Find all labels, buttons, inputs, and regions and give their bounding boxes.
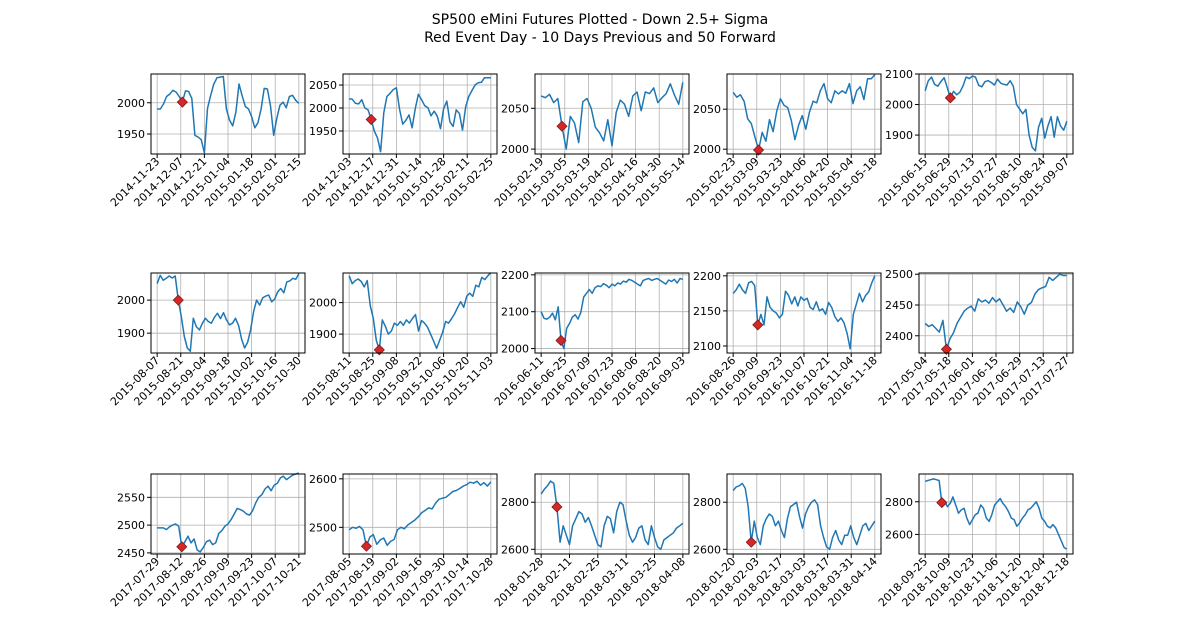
y-tick-label: 2200	[501, 269, 529, 282]
y-tick-label: 2800	[501, 496, 529, 509]
event-marker	[365, 113, 377, 126]
y-tick-label: 2100	[501, 306, 529, 319]
y-tick-label: 1950	[117, 128, 145, 141]
axes-frame	[918, 272, 1074, 354]
event-marker	[176, 96, 188, 108]
axes-frame	[342, 272, 498, 354]
y-tick-label: 2500	[117, 519, 145, 532]
y-tick-label: 2050	[501, 102, 529, 115]
y-tick-label: 2000	[309, 102, 337, 115]
y-tick-label: 2000	[117, 97, 145, 110]
axes-frame	[726, 473, 882, 555]
y-tick-label: 2000	[885, 99, 913, 112]
event-marker	[745, 536, 757, 548]
event-marker	[172, 294, 184, 306]
subplot-2015-06-29: 1900200021002015-06-152015-06-292015-07-…	[876, 68, 1074, 209]
event-marker	[360, 540, 373, 552]
axes-frame	[150, 272, 306, 354]
y-tick-label: 1950	[309, 125, 337, 138]
subplot-2015-03-06: 200020502015-02-232015-03-092015-03-2320…	[684, 73, 882, 209]
event-marker	[556, 120, 568, 132]
price-line	[348, 272, 492, 351]
y-tick-label: 1900	[885, 129, 913, 142]
price-line	[732, 74, 876, 151]
y-tick-label: 2100	[885, 68, 913, 81]
axes-frame	[918, 473, 1074, 555]
subplots-grid: 195020002014-11-232014-12-072014-12-2120…	[108, 68, 1074, 609]
subplot-2014-12-16: 195020002014-11-232014-12-072014-12-2120…	[108, 73, 306, 209]
event-marker	[753, 144, 765, 156]
y-tick-label: 2450	[885, 299, 913, 312]
y-tick-label: 2600	[693, 543, 721, 556]
event-marker	[752, 319, 764, 331]
axes-frame	[150, 473, 306, 555]
event-marker	[936, 497, 948, 509]
price-line	[540, 82, 684, 150]
subplot-2016-09-09: 2100215022002016-08-262016-09-092016-09-…	[684, 270, 882, 408]
y-tick-label: 2050	[309, 79, 337, 92]
y-tick-label: 2400	[885, 330, 913, 343]
event-marker	[176, 541, 188, 553]
y-tick-label: 2600	[885, 528, 913, 541]
price-line	[348, 480, 492, 547]
subplot-2018-02-05: 260028002018-01-202018-02-032018-02-1720…	[684, 473, 882, 609]
y-tick-label: 2000	[309, 297, 337, 310]
price-line	[349, 76, 491, 153]
axes-frame	[534, 73, 690, 155]
y-tick-label: 2000	[117, 294, 145, 307]
y-tick-label: 2200	[693, 270, 721, 283]
event-marker	[940, 343, 952, 355]
price-line	[732, 482, 876, 551]
axes-frame	[342, 73, 498, 155]
y-tick-label: 2500	[309, 521, 337, 534]
subplot-2015-08-21: 190020002015-08-072015-08-212015-09-0420…	[108, 272, 306, 408]
event-marker	[944, 92, 956, 104]
subplot-2018-10-10: 260028002018-09-252018-10-092018-10-2320…	[876, 473, 1074, 609]
axes-frame	[918, 73, 1074, 155]
subplot-2015-08-24: 190020002015-08-112015-08-252015-09-0820…	[300, 272, 498, 408]
subplot-2016-06-24: 2000210022002016-06-112016-06-252016-07-…	[492, 269, 690, 408]
figure-title-line2: Red Event Day - 10 Days Previous and 50 …	[424, 30, 776, 46]
y-tick-label: 1900	[117, 327, 145, 340]
event-marker	[551, 501, 563, 513]
subplot-2017-08-10: 250026002017-08-052017-08-192017-09-0220…	[300, 473, 498, 609]
price-line	[732, 275, 876, 350]
y-tick-label: 2800	[693, 496, 721, 509]
price-line	[157, 472, 300, 553]
y-tick-label: 2000	[501, 343, 529, 356]
subplot-2018-02-02: 260028002018-01-282018-02-112018-02-2520…	[492, 473, 690, 609]
axes-frame	[726, 73, 882, 155]
y-tick-label: 1900	[309, 328, 337, 341]
y-tick-label: 2000	[693, 143, 721, 156]
subplot-2014-12-12: 1950200020502014-12-032014-12-172014-12-…	[300, 73, 498, 209]
y-tick-label: 2600	[501, 543, 529, 556]
price-line	[924, 478, 1068, 550]
y-tick-label: 2450	[117, 547, 145, 560]
y-tick-label: 2800	[885, 496, 913, 509]
y-tick-label: 2000	[501, 143, 529, 156]
axes-frame	[342, 473, 498, 555]
axes-frame	[150, 73, 306, 155]
y-tick-label: 2550	[117, 491, 145, 504]
axes-frame	[726, 272, 882, 354]
y-tick-label: 2600	[309, 473, 337, 486]
y-tick-label: 2500	[885, 268, 913, 281]
event-marker	[555, 334, 567, 347]
y-tick-label: 2150	[693, 305, 721, 318]
price-line	[924, 273, 1067, 351]
figure-title-line1: SP500 eMini Futures Plotted - Down 2.5+ …	[432, 12, 768, 28]
price-line	[156, 273, 300, 353]
subplot-2017-08-10: 2450250025502017-07-292017-08-122017-08-…	[108, 472, 306, 609]
y-tick-label: 2050	[693, 103, 721, 116]
price-line	[924, 75, 1068, 152]
subplot-2017-05-17: 2400245025002017-05-042017-05-182017-06-…	[876, 268, 1074, 408]
subplot-2015-03-06: 200020502015-02-192015-03-052015-03-1920…	[492, 73, 690, 209]
axes-frame	[534, 272, 690, 354]
y-tick-label: 2100	[693, 340, 721, 353]
event-marker	[373, 344, 385, 356]
axes-frame	[534, 473, 690, 555]
price-line	[540, 480, 684, 551]
